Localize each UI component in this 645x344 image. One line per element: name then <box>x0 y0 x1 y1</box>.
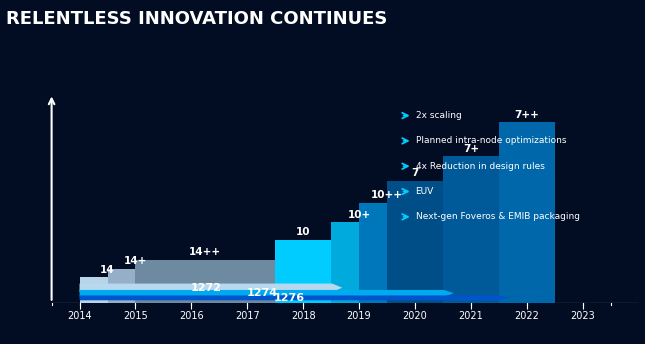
Text: 14: 14 <box>100 265 115 275</box>
Text: 7++: 7++ <box>514 109 539 120</box>
Bar <box>79 277 135 303</box>
Bar <box>108 269 163 303</box>
Polygon shape <box>79 283 342 292</box>
Text: 10++: 10++ <box>371 190 403 200</box>
Text: Next-gen Foveros & EMIB packaging: Next-gen Foveros & EMIB packaging <box>415 212 579 221</box>
Bar <box>135 260 275 303</box>
Text: 7: 7 <box>412 168 419 178</box>
Bar <box>443 156 499 303</box>
Text: 1272: 1272 <box>190 283 221 293</box>
Polygon shape <box>79 290 454 297</box>
Polygon shape <box>79 295 510 300</box>
Bar <box>499 122 555 303</box>
Text: 4x Reduction in design rules: 4x Reduction in design rules <box>415 162 544 171</box>
Bar <box>275 240 331 303</box>
Text: EUV: EUV <box>415 187 433 196</box>
Text: RELENTLESS INNOVATION CONTINUES: RELENTLESS INNOVATION CONTINUES <box>6 10 388 28</box>
Text: 1276: 1276 <box>274 293 305 303</box>
Text: 10+: 10+ <box>348 210 371 220</box>
Bar <box>387 181 443 303</box>
Text: 10: 10 <box>296 227 310 237</box>
Text: 7+: 7+ <box>462 144 479 154</box>
Text: 14+: 14+ <box>124 256 147 266</box>
Bar <box>359 203 415 303</box>
Bar <box>331 222 387 303</box>
Text: Planned intra-node optimizations: Planned intra-node optimizations <box>415 137 566 146</box>
Text: 1274: 1274 <box>246 288 277 298</box>
Text: 2x scaling: 2x scaling <box>415 111 461 120</box>
Text: 14++: 14++ <box>189 247 221 257</box>
